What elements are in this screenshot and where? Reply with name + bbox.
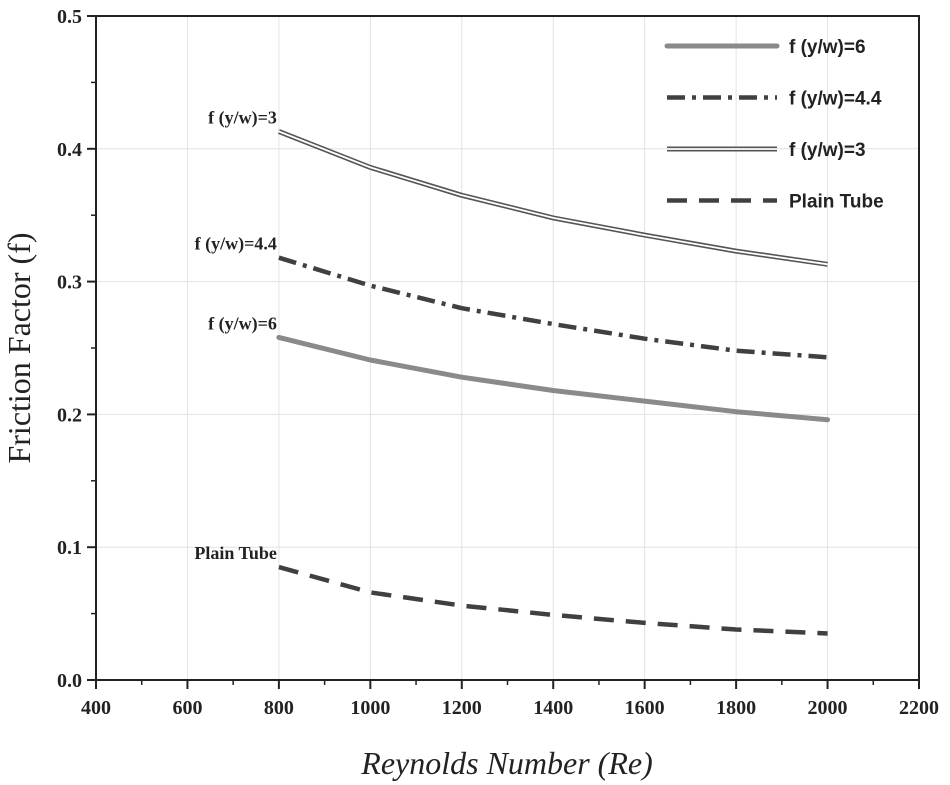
y-tick-label: 0.5 — [57, 6, 82, 28]
y-tick-label: 0.1 — [57, 537, 82, 559]
annotation-f-y-w-6: f (y/w)=6 — [208, 313, 277, 334]
legend-label-plain-tube: Plain Tube — [789, 192, 884, 213]
series-line-f-y-w-6 — [276, 334, 831, 423]
annotation-plain-tube: Plain Tube — [194, 543, 277, 563]
x-tick-label: 1600 — [625, 697, 665, 719]
x-tick-label: 1400 — [533, 697, 573, 719]
annotation-f-y-w-3: f (y/w)=3 — [208, 108, 277, 129]
x-tick-label: 1200 — [442, 697, 482, 719]
legend-label-f-y-w-3: f (y/w)=3 — [789, 140, 866, 161]
x-tick-label: 1000 — [350, 697, 390, 719]
y-axis-title: Friction Factor (f) — [1, 232, 37, 463]
x-tick-label: 800 — [264, 697, 294, 719]
legend-label-f-y-w-6: f (y/w)=6 — [789, 37, 866, 58]
series-line-f-y-w-3-inner — [278, 130, 828, 266]
x-tick-label: 1800 — [716, 697, 756, 719]
y-tick-label: 0.0 — [57, 670, 82, 692]
x-tick-label: 2200 — [899, 697, 939, 719]
y-tick-label: 0.2 — [57, 404, 82, 426]
legend-label-f-y-w-4-4: f (y/w)=4.4 — [789, 89, 882, 110]
y-tick-label: 0.4 — [57, 139, 82, 161]
y-tick-label: 0.3 — [57, 272, 82, 294]
annotations: f (y/w)=6 f (y/w)=4.4 f (y/w)=3 Plain Tube — [194, 108, 277, 564]
x-tick-label: 400 — [81, 697, 111, 719]
legend: f (y/w)=6 f (y/w)=4.4 f (y/w)=3 Plain Tube — [664, 37, 884, 213]
annotation-f-y-w-4-4: f (y/w)=4.4 — [195, 234, 277, 255]
axes: 400 600 800 1000 1200 1400 1600 1800 2000 2200 0.0… — [57, 6, 939, 719]
x-axis-title: Reynolds Number (Re) — [360, 745, 652, 781]
series-line-plain-tube — [278, 564, 828, 636]
x-tick-label: 2000 — [808, 697, 848, 719]
series-layer — [276, 129, 831, 636]
x-tick-label: 600 — [172, 697, 202, 719]
